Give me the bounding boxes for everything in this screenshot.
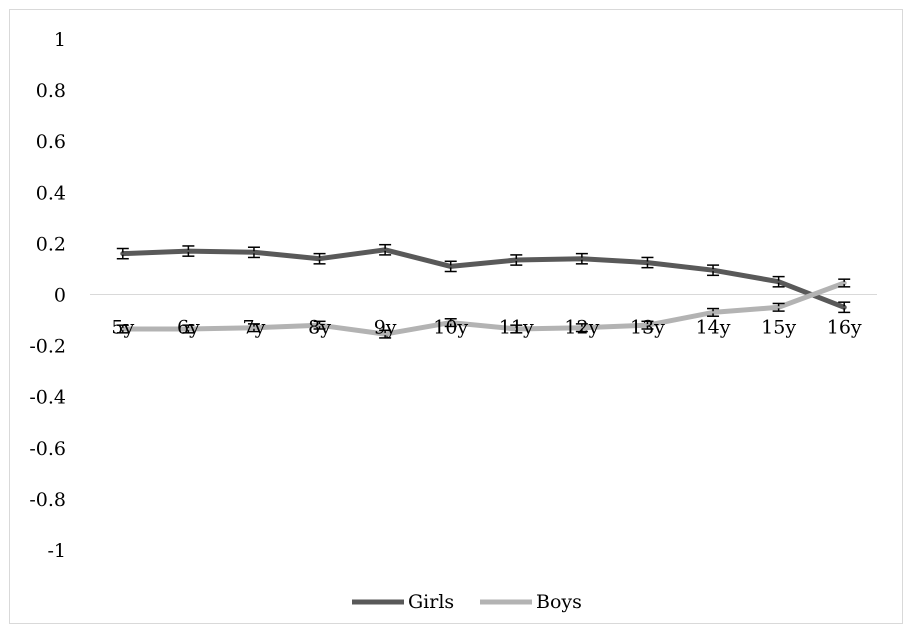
data-point [843, 306, 846, 309]
error-bar [707, 264, 720, 277]
data-point [383, 332, 387, 336]
data-point [318, 323, 321, 327]
data-point [515, 258, 518, 262]
x-tick-label: 13y [630, 317, 665, 339]
y-tick-label: -0.4 [29, 387, 66, 409]
legend-item-girls: Girls [352, 591, 454, 613]
series-lines [120, 247, 847, 337]
y-tick-label: 0 [54, 285, 66, 307]
data-point [711, 269, 715, 272]
chart-frame [9, 9, 903, 624]
error-bar [247, 323, 260, 333]
data-point [711, 311, 715, 314]
error-bar [772, 275, 785, 288]
legend-label: Boys [536, 591, 582, 613]
data-point [187, 249, 190, 253]
x-tick-label: 6y [177, 317, 200, 339]
data-point [646, 261, 649, 264]
legend-label: Girls [408, 591, 454, 613]
y-tick-label: 1 [54, 29, 66, 51]
error-bar [641, 256, 654, 269]
error-bar [182, 324, 195, 334]
error-bar [116, 324, 129, 334]
data-point [252, 326, 256, 329]
error-bar [510, 324, 523, 334]
data-point [646, 323, 649, 327]
data-point [580, 326, 584, 329]
error-bar [772, 302, 785, 312]
series-line-boys [120, 280, 847, 337]
error-bar [313, 320, 326, 330]
x-tick-label: 16y [827, 317, 862, 339]
error-bar [444, 318, 457, 328]
data-point [843, 281, 846, 285]
data-point [580, 257, 584, 260]
error-bar [510, 254, 523, 266]
x-tick-label: 11y [499, 317, 534, 339]
x-tick-label: 9y [374, 317, 397, 339]
y-tick-label: -1 [47, 540, 66, 562]
data-point [383, 248, 387, 251]
data-point [515, 327, 518, 331]
error-bar [379, 243, 392, 256]
y-tick-label: 0.2 [36, 233, 66, 255]
y-axis-tick-labels: 1 0.8 0.6 0.4 0.2 0 -0.2 -0.4 -0.6 -0.8 -1 [29, 29, 66, 562]
y-tick-label: 0.8 [36, 80, 66, 102]
data-point [777, 306, 780, 309]
x-tick-label: 8y [308, 317, 331, 339]
data-point [449, 265, 452, 268]
data-point [252, 251, 256, 254]
data-point [318, 257, 321, 260]
data-point [777, 280, 780, 283]
x-tick-label: 14y [696, 317, 731, 339]
error-bar [838, 301, 851, 314]
y-tick-label: 0.4 [36, 182, 66, 204]
error-bar [116, 247, 129, 260]
x-tick-label: 5y [111, 317, 134, 339]
error-bar [575, 252, 588, 265]
y-tick-label: 0.6 [36, 131, 66, 153]
y-tick-label: -0.6 [29, 438, 66, 460]
y-tick-label: -0.2 [29, 336, 66, 358]
data-point [449, 321, 452, 324]
data-point [121, 327, 124, 331]
error-bar [247, 246, 260, 259]
error-bar [182, 245, 195, 257]
y-tick-label: -0.8 [29, 489, 66, 511]
error-bar [444, 260, 457, 273]
series-line-girls [120, 247, 847, 310]
error-bar [707, 307, 720, 317]
x-tick-label: 10y [433, 317, 468, 339]
x-tick-label: 12y [564, 317, 599, 339]
error-bar [575, 323, 588, 333]
data-point [187, 327, 190, 331]
error-bar [379, 329, 392, 339]
x-axis-tick-labels: 5y 6y 7y 8y 9y 10y 11y 12y 13y 14y 15y 16y [111, 317, 862, 339]
x-tick-label: 7y [243, 317, 266, 339]
x-tick-label: 15y [761, 317, 796, 339]
data-point [121, 252, 124, 255]
error-bar [313, 252, 326, 265]
legend: Girls Boys [352, 591, 582, 613]
error-bar [641, 320, 654, 330]
legend-item-boys: Boys [480, 591, 582, 613]
error-bars [116, 243, 851, 339]
error-bar [838, 278, 851, 288]
